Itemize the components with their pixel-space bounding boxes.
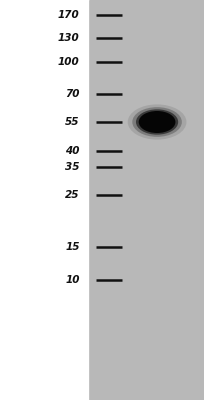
Text: 130: 130 [58, 33, 80, 43]
Text: 100: 100 [58, 57, 80, 67]
Bar [90, 0, 204, 400]
Ellipse shape [139, 111, 175, 133]
Text: 170: 170 [58, 10, 80, 20]
Text: 15: 15 [65, 242, 80, 252]
Text: 55: 55 [65, 117, 80, 127]
Text: 35: 35 [65, 162, 80, 172]
Text: 40: 40 [65, 146, 80, 156]
Text: 10: 10 [65, 275, 80, 285]
Ellipse shape [136, 109, 178, 135]
Ellipse shape [128, 104, 186, 140]
Ellipse shape [132, 107, 182, 137]
Text: 70: 70 [65, 89, 80, 99]
Text: 25: 25 [65, 190, 80, 200]
